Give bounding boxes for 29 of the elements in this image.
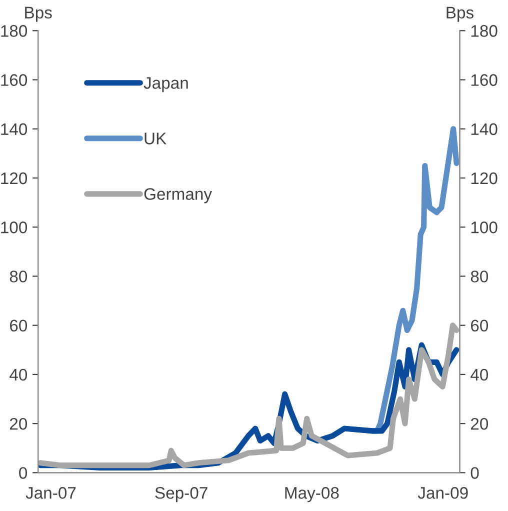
x-tick-label: Jan-09	[418, 487, 468, 499]
y-tick-label: 140	[1, 123, 28, 136]
y2-axis-title: Bps	[446, 6, 474, 22]
y2-tick-label: 180	[471, 25, 498, 37]
x-tick-label: Jan-07	[26, 487, 76, 499]
y2-tick-label: 60	[471, 320, 488, 332]
y2-tick-label: 160	[471, 74, 498, 86]
y-tick-label: 20	[10, 418, 28, 430]
y-tick-label: 160	[1, 74, 28, 86]
y-tick-label: 100	[1, 222, 28, 234]
y-tick-label: 80	[10, 270, 28, 282]
y-tick-label: 0	[19, 467, 28, 479]
y-tick-label: 180	[1, 25, 28, 37]
y2-tick-label: 120	[471, 172, 498, 184]
y-axis-title: Bps	[25, 6, 52, 22]
legend-label: Japan	[144, 77, 188, 92]
y-tick-label: 120	[1, 172, 28, 184]
legend-label: UK	[144, 132, 166, 144]
y2-tick-label: 40	[470, 368, 488, 381]
y2-tick-label: 80	[470, 270, 488, 282]
y2-tick-label: 20	[470, 418, 488, 430]
y2-tick-label: 0	[470, 467, 479, 479]
legend-label: Germany	[144, 188, 212, 204]
x-tick-label: Sep-07	[155, 487, 208, 502]
y2-tick-label: 140	[471, 123, 498, 136]
y2-tick-label: 100	[471, 222, 498, 234]
x-tick-label: May-08	[285, 487, 339, 502]
y-tick-label: 60	[10, 320, 28, 332]
y-tick-label: 40	[10, 368, 28, 381]
